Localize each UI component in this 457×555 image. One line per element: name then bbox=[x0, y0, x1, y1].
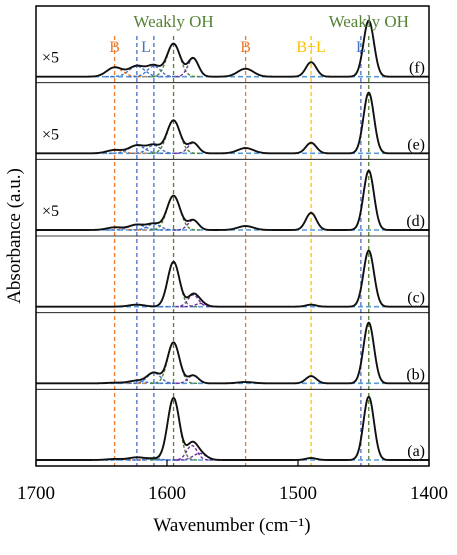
reference-lines bbox=[113, 36, 370, 466]
spectrum-curve-1 bbox=[36, 321, 429, 385]
series-multiplier-3: ×5 bbox=[42, 203, 59, 220]
spectrum-curve-4 bbox=[36, 91, 429, 155]
fit-peak-5-4 bbox=[172, 57, 215, 78]
series-label-5: (f) bbox=[409, 60, 425, 77]
series-multiplier-4: ×5 bbox=[42, 126, 59, 143]
fit-peak-1-4 bbox=[172, 374, 215, 385]
reference-label-1: Weakly OH bbox=[329, 12, 409, 31]
series-label-4: (e) bbox=[407, 136, 425, 153]
reference-label-5: B+L bbox=[296, 39, 325, 56]
fit-peak-5-2 bbox=[127, 65, 181, 78]
reference-label-4: B bbox=[240, 39, 251, 56]
series-label-2: (c) bbox=[407, 290, 425, 307]
fit-peak-1-2 bbox=[127, 372, 181, 385]
x-tick-label-1: 1600 bbox=[148, 483, 186, 504]
plot-frame bbox=[35, 5, 430, 467]
series-multiplier-5: ×5 bbox=[42, 50, 59, 67]
x-axis-title: Wavenumber (cm⁻¹) bbox=[153, 515, 310, 536]
spectrum-curve-0 bbox=[36, 395, 429, 461]
fit-peak-2-2 bbox=[172, 294, 215, 308]
fit-peak-5-1 bbox=[105, 65, 169, 78]
fit-peak-4-2 bbox=[127, 144, 181, 155]
y-axis-title: Absorbance (a.u.) bbox=[4, 168, 25, 304]
fit-peak-0-4 bbox=[170, 444, 213, 461]
reference-label-0: Weakly OH bbox=[133, 12, 213, 31]
series-label-1: (b) bbox=[406, 366, 425, 383]
series-label-0: (a) bbox=[407, 443, 425, 460]
spectrum-curve-5 bbox=[36, 19, 429, 78]
series-label-3: (d) bbox=[406, 213, 425, 230]
spectrum-curve-3 bbox=[36, 169, 429, 231]
fit-peak-0-5 bbox=[173, 452, 226, 461]
spectra-curves bbox=[36, 19, 429, 461]
fit-peak-4-4 bbox=[172, 142, 215, 155]
x-axis-ticks: 1700 1600 1500 1400 bbox=[17, 460, 448, 504]
fit-peak-3-4 bbox=[172, 219, 215, 231]
x-tick-label-2: 1500 bbox=[279, 483, 317, 504]
reference-label-3: L bbox=[141, 39, 151, 56]
spectrum-curve-2 bbox=[36, 249, 429, 308]
series-labels: (a) (b) (c) (d) ×5 (e) ×5 (f) ×5 bbox=[42, 50, 425, 460]
reference-label-6: L bbox=[356, 39, 366, 56]
fit-peak-4-1 bbox=[105, 144, 169, 155]
panel-dividers bbox=[36, 82, 429, 390]
x-tick-label-0: 1700 bbox=[17, 483, 55, 504]
reference-labels: Weakly OH Weakly OH B L B B+L L bbox=[109, 12, 409, 56]
reference-label-2: B bbox=[109, 39, 120, 56]
x-tick-label-3: 1400 bbox=[410, 483, 448, 504]
